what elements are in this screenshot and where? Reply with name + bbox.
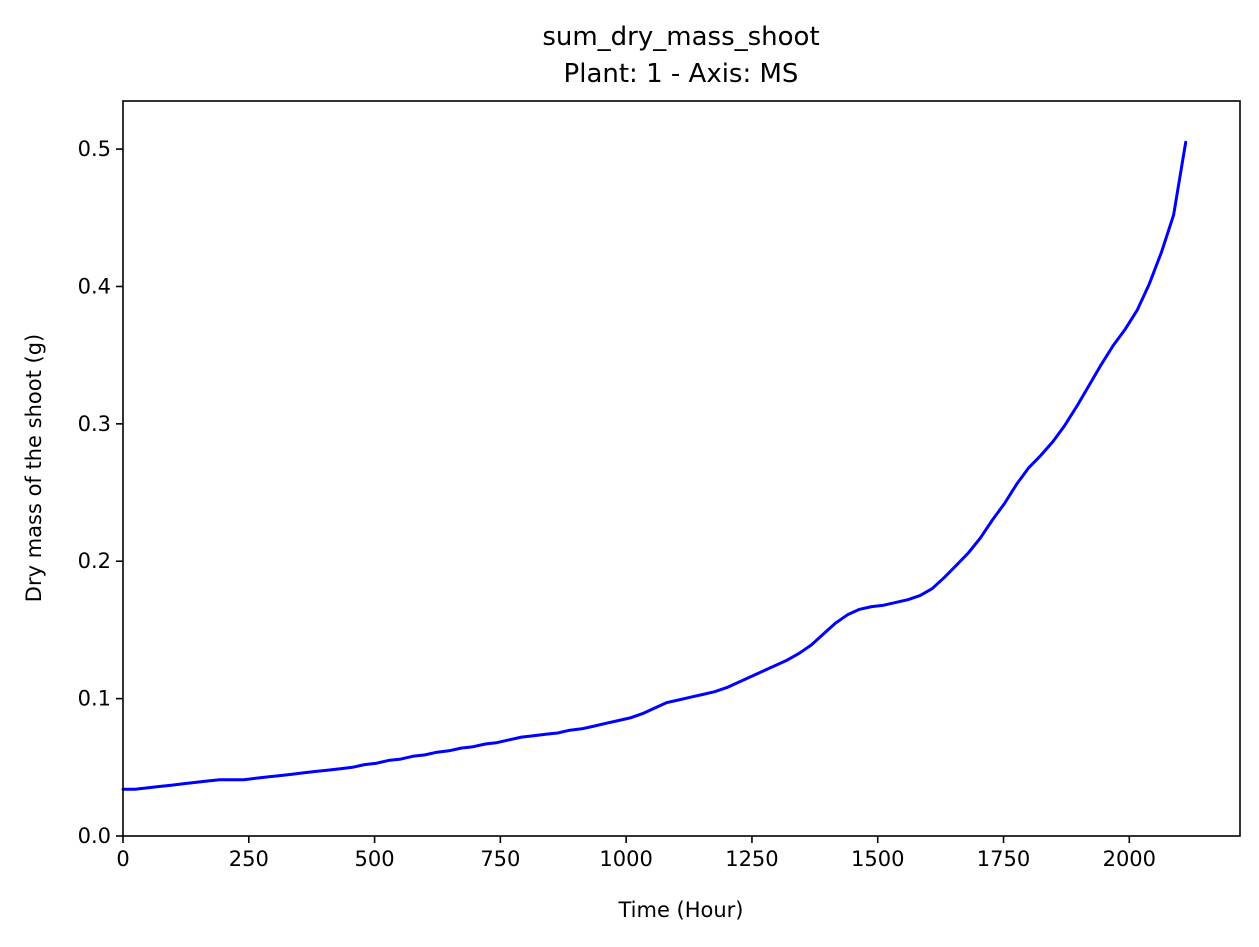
x-tick-label: 750 bbox=[480, 847, 520, 871]
ticks-layer: 0 250 500 750 1000 1250 1500 1750 2000 0.0 0.1 0.2 0… bbox=[78, 137, 1156, 871]
y-tick-label: 0.1 bbox=[78, 687, 111, 711]
x-tick-label: 0 bbox=[116, 847, 129, 871]
y-tick-label: 0.3 bbox=[78, 412, 111, 436]
y-tick-label: 0.0 bbox=[78, 824, 111, 848]
x-tick-label: 500 bbox=[355, 847, 395, 871]
series-layer bbox=[121, 140, 1188, 791]
x-axis-label: Time (Hour) bbox=[617, 898, 743, 922]
x-tick-label: 1750 bbox=[977, 847, 1030, 871]
plot-area-frame bbox=[122, 100, 1241, 837]
y-axis-label: Dry mass of the shoot (g) bbox=[22, 334, 46, 602]
y-tick-label: 0.5 bbox=[78, 137, 111, 161]
x-tick-label: 1250 bbox=[725, 847, 778, 871]
series-line bbox=[121, 140, 1188, 791]
y-tick-label: 0.2 bbox=[78, 549, 111, 573]
chart-subtitle: Plant: 1 - Axis: MS bbox=[564, 59, 799, 89]
x-tick-label: 1000 bbox=[599, 847, 652, 871]
x-tick-label: 1500 bbox=[851, 847, 904, 871]
y-tick-label: 0.4 bbox=[78, 274, 111, 298]
chart-title: sum_dry_mass_shoot bbox=[542, 22, 819, 52]
x-tick-label: 2000 bbox=[1103, 847, 1156, 871]
x-tick-label: 250 bbox=[229, 847, 269, 871]
